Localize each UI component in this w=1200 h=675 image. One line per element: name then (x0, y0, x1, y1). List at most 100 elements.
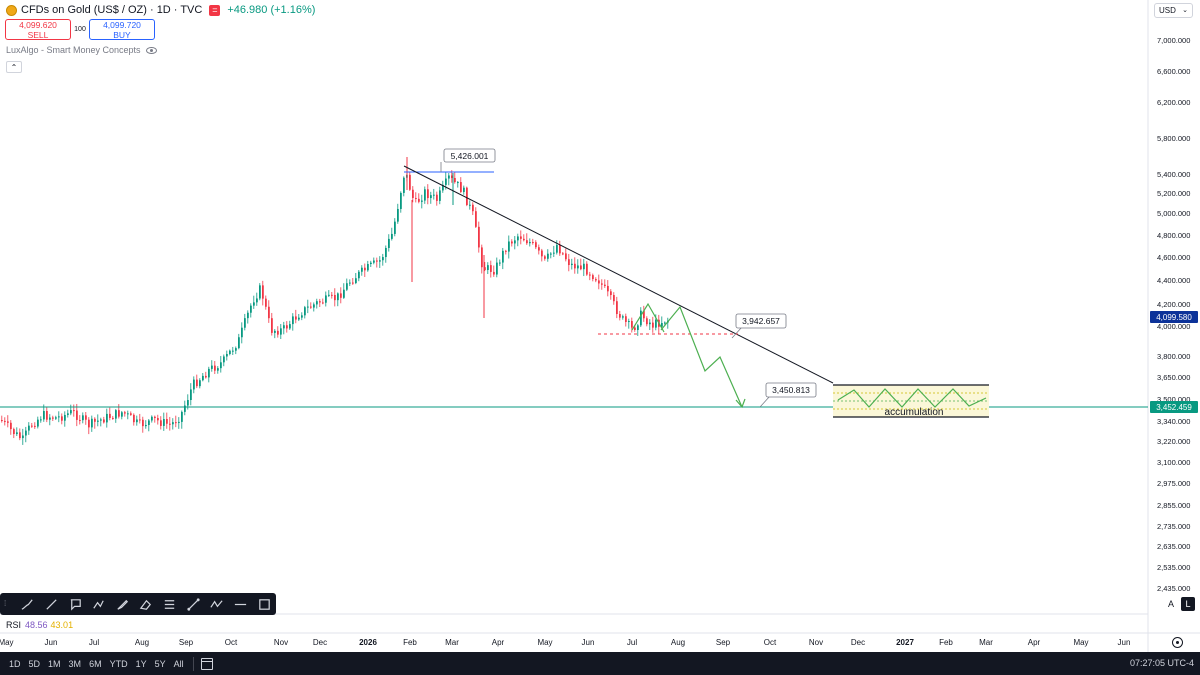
high-callout[interactable]: 5,426.001 (440, 148, 496, 172)
mid-callout[interactable]: 3,942.657 (731, 313, 787, 339)
wave-tool[interactable] (205, 594, 229, 614)
candle-body (400, 192, 402, 209)
time-tick-label: Sep (716, 638, 731, 647)
candle-body (550, 253, 552, 255)
time-tick-label: Dec (851, 638, 865, 647)
sell-button[interactable]: 4,099.620 SELL (5, 19, 71, 40)
range-5y[interactable]: 5Y (154, 658, 166, 669)
price-tick-label: 4,000.000 (1157, 322, 1190, 331)
range-3m[interactable]: 3M (68, 658, 82, 669)
symbol-title[interactable]: CFDs on Gold (US$ / OZ) · 1D · TVC (21, 4, 203, 16)
candle-body (352, 282, 354, 284)
equals-icon: = (209, 4, 221, 16)
candle-body (61, 416, 63, 421)
range-all[interactable]: All (173, 658, 184, 669)
candle-body (139, 419, 141, 421)
line-tool[interactable] (40, 594, 64, 614)
spread-value: 100 (74, 26, 86, 33)
candle-body (325, 295, 327, 303)
buy-button[interactable]: 4,099.720 BUY (89, 19, 155, 40)
candle-body (151, 416, 153, 421)
trend-line-tool[interactable] (181, 594, 205, 614)
log-scale-button[interactable]: L (1181, 597, 1195, 611)
candle-body (433, 194, 435, 196)
candle-body (505, 250, 507, 252)
highlighter-tool[interactable] (110, 594, 134, 614)
auto-scale-button[interactable]: A (1167, 599, 1174, 609)
candle-body (490, 265, 492, 272)
candle-body (415, 197, 417, 199)
candle-body (562, 253, 564, 255)
symbol-header[interactable]: CFDs on Gold (US$ / OZ) · 1D · TVC = +46… (6, 4, 315, 16)
candle-body (538, 247, 540, 251)
target-callout[interactable]: 3,450.813 (759, 382, 817, 408)
range-1m[interactable]: 1M (48, 658, 61, 669)
clock[interactable]: 07:27:05 UTC-4 (1129, 658, 1194, 668)
candle-body (403, 177, 405, 193)
range-1d[interactable]: 1D (9, 658, 21, 669)
time-tick-label: May (537, 638, 552, 647)
candle-body (598, 280, 600, 284)
candle-body (493, 271, 495, 275)
price-tick-label: 4,400.000 (1157, 276, 1190, 285)
candle-body (220, 362, 222, 369)
brush-tool[interactable] (16, 594, 40, 614)
indicator-legend[interactable]: LuxAlgo - Smart Money Concepts (6, 45, 157, 55)
candle-body (199, 380, 201, 387)
candle-body (256, 298, 258, 303)
drag-handle-icon[interactable]: ⁞ (4, 599, 7, 608)
comment-tool[interactable] (63, 594, 87, 614)
eraser-tool[interactable] (134, 594, 158, 614)
gear-icon[interactable] (1172, 637, 1183, 648)
candle-body (379, 260, 381, 262)
candle-body (169, 423, 171, 425)
candle-body (106, 413, 108, 423)
candle-body (52, 417, 54, 419)
rectangle-tool[interactable] (252, 594, 276, 614)
range-6m[interactable]: 6M (89, 658, 102, 669)
range-ytd[interactable]: YTD (109, 658, 128, 669)
projection-wave (631, 302, 665, 333)
bottom-toolbar: 1D 5D 1M 3M 6M YTD 1Y 5Y All 07:27:05 UT… (0, 652, 1200, 675)
candle-body (358, 271, 360, 279)
horizontal-line-tool[interactable] (229, 594, 253, 614)
calendar-icon[interactable] (200, 657, 213, 670)
candle-body (457, 182, 459, 184)
rsi-legend[interactable]: RSI 48.56 43.01 (6, 620, 73, 630)
candle-body (292, 316, 294, 325)
candle-body (604, 284, 606, 286)
range-5d[interactable]: 5D (28, 658, 41, 669)
fib-tool[interactable] (158, 594, 182, 614)
candle-body (109, 413, 111, 418)
path-icon (93, 599, 104, 609)
path-tool[interactable] (87, 594, 111, 614)
candle-body (613, 295, 615, 302)
currency-selector[interactable]: USD ⌄ (1154, 3, 1193, 18)
candle-body (70, 410, 72, 414)
candle-body (487, 265, 489, 270)
indicator-name[interactable]: LuxAlgo - Smart Money Concepts (6, 45, 141, 55)
collapse-legend-button[interactable]: ⌃ (6, 61, 22, 73)
candle-body (190, 389, 192, 401)
price-axis[interactable]: 7,000.000 6,600.000 6,200.000 5,800.000 5,40… (1157, 36, 1190, 593)
candlestick-series (1, 157, 669, 445)
candle-body (58, 416, 60, 418)
candle-body (7, 421, 9, 423)
time-axis[interactable]: May Jun Jul Aug Sep Oct Nov Dec 2026 Feb Mar Apr May… (0, 638, 1130, 647)
time-tick-label: Jun (1118, 638, 1131, 647)
candle-body (544, 256, 546, 259)
candle-body (322, 302, 324, 304)
candle-body (367, 264, 369, 271)
candle-body (571, 263, 573, 266)
eye-hidden-icon[interactable] (145, 46, 157, 54)
price-tick-label: 3,800.000 (1157, 352, 1190, 361)
range-1y[interactable]: 1Y (135, 658, 147, 669)
price-tick-label: 5,200.000 (1157, 189, 1190, 198)
current-price-text: 4,099.580 (1156, 313, 1192, 322)
candle-body (418, 198, 420, 202)
candle-body (172, 422, 174, 425)
rsi-ma-value: 43.01 (50, 620, 74, 630)
price-tick-label: 4,800.000 (1157, 231, 1190, 240)
